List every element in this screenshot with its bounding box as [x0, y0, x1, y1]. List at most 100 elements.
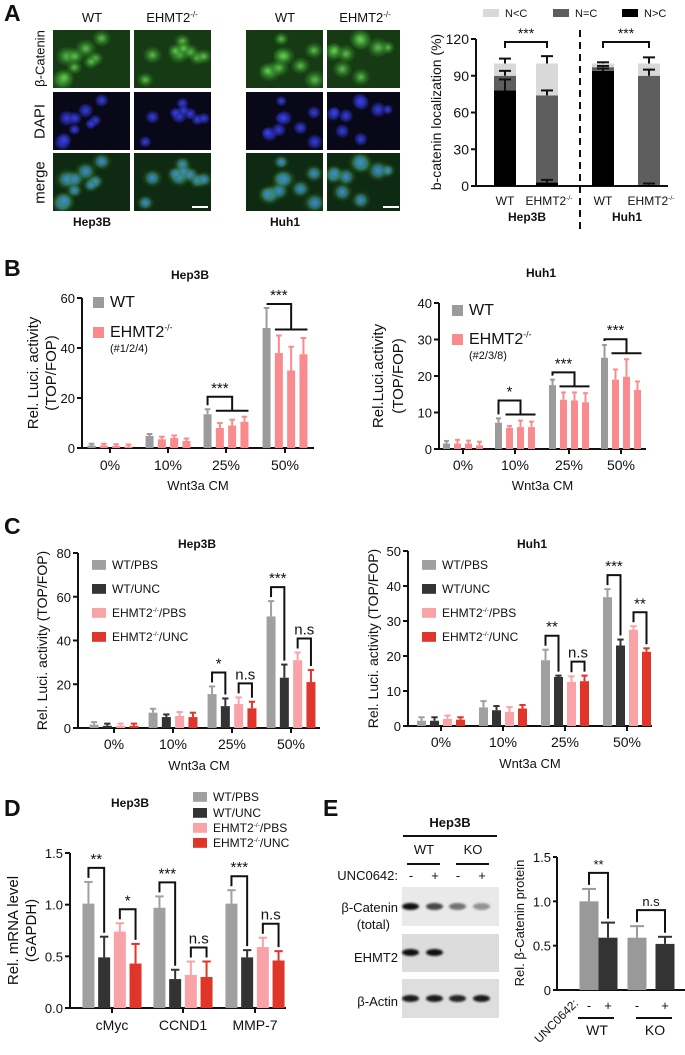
bar	[184, 974, 197, 1008]
x-tick-label: 25%	[555, 457, 583, 473]
stacked-bar-segment	[638, 75, 660, 185]
micrograph-merge	[327, 153, 400, 211]
bar	[82, 903, 95, 1008]
legend-swatch	[422, 560, 436, 570]
y-tick-label: 0	[461, 178, 469, 194]
bar	[517, 427, 524, 449]
legend-swatch	[193, 838, 207, 848]
y-tick-label: 20	[387, 649, 401, 664]
x-tick-label: 50%	[277, 736, 305, 752]
blot-group-wt: WT	[413, 842, 435, 857]
y-tick-label: 60	[57, 590, 71, 605]
significance-label: ***	[270, 287, 288, 304]
chart-c-huh1: 0 10 20 30 40 50 0% 10% 25% 50% Huh1 Wnt3a CM Rel. L…	[365, 537, 652, 771]
y-tick-label: 30	[453, 141, 469, 157]
bar	[642, 651, 651, 726]
column-label: WT	[81, 10, 103, 25]
y-tick-label: 20	[418, 369, 432, 384]
legend-swatch	[93, 327, 104, 338]
label-text: EHMT2	[112, 606, 153, 620]
significance-bracket	[606, 574, 622, 636]
significance-bracket	[118, 908, 137, 940]
legend-label: EHMT2-/-	[110, 323, 173, 341]
x-tick-label: WT	[496, 194, 515, 208]
label-text: WT	[442, 582, 461, 596]
y-tick-label: 1.5	[45, 846, 63, 861]
legend-swatch	[622, 9, 638, 17]
bar	[560, 399, 567, 449]
column-header: EHMT2-/-	[132, 10, 212, 25]
significance-label: ***	[269, 570, 287, 587]
significance-label: ***	[555, 355, 573, 372]
x-tick-label: 0%	[104, 736, 124, 752]
label-text: WT	[442, 558, 461, 572]
treatment-label: UNC0642:	[532, 996, 582, 1046]
significance-bracket	[87, 866, 106, 933]
bar	[169, 979, 182, 1008]
bar	[541, 660, 550, 726]
legend-label: WT/PBS	[213, 790, 259, 804]
legend-label: WT	[469, 302, 494, 319]
significance-label: ***	[607, 322, 625, 339]
significance-label: *	[125, 892, 131, 909]
y-tick-label: 40	[387, 579, 401, 594]
legend-label: N=C	[575, 8, 597, 20]
significance-label: n.s	[235, 666, 255, 683]
legend-label: N>C	[644, 8, 666, 20]
bar	[220, 706, 230, 728]
bar	[225, 903, 238, 1008]
micrograph-beta-catenin	[246, 30, 323, 88]
chart-title: Huh1	[517, 537, 547, 551]
bar	[603, 597, 612, 726]
legend-swatch	[93, 297, 104, 308]
legend-label: WT/UNC	[442, 582, 490, 596]
bar	[148, 712, 158, 728]
label-sup: -/-	[483, 607, 489, 614]
bar	[161, 717, 171, 728]
legend-label: WT/PBS	[112, 558, 158, 572]
y-tick-label: 0	[544, 983, 551, 998]
significance-bracket	[261, 922, 280, 948]
stacked-bar-segment	[536, 63, 558, 96]
treatment-sign: -	[587, 998, 591, 1013]
micrograph-beta-catenin	[134, 30, 211, 88]
column-label-sup: -/-	[383, 10, 391, 19]
y-axis-title: Rel. Luci. activity (TOP/FOP)	[365, 549, 381, 728]
bar	[612, 379, 619, 449]
label-text: WT	[112, 558, 131, 572]
blot-band	[449, 902, 466, 910]
label-text: EHMT2	[110, 324, 164, 341]
significance-label: **	[90, 851, 102, 868]
blot-band	[402, 994, 419, 1002]
legend-swatch	[92, 632, 106, 642]
label-suffix: /UNC	[489, 630, 519, 644]
significance-bracket	[266, 303, 308, 331]
label-text: WT	[469, 302, 494, 319]
x-tick-label: 0%	[100, 457, 120, 473]
label-sup: -/-	[668, 195, 674, 202]
stacked-bar-segment	[494, 90, 516, 186]
x-tick-label: 10%	[501, 457, 529, 473]
blot-treatment: +	[431, 868, 439, 883]
legend-swatch	[92, 560, 106, 570]
legend-swatch	[92, 608, 106, 618]
legend-label: EHMT2-/-/UNC	[213, 836, 290, 850]
treatment-sign: +	[604, 998, 612, 1013]
x-tick-label: 50%	[607, 457, 635, 473]
bar	[157, 439, 166, 448]
significance-label: n.s	[189, 931, 209, 948]
bar	[430, 720, 439, 726]
blot-treatment: -	[455, 868, 461, 883]
legend-swatch	[422, 608, 436, 618]
y-axis-title: Rel. Luci. activity (TOP/FOP)	[34, 551, 50, 730]
y-axis-title: b-catenin localization (%)	[428, 34, 444, 190]
blot-group-line	[456, 863, 489, 865]
legend-label: EHMT2-/-/UNC	[112, 630, 189, 644]
significance-bracket	[544, 634, 560, 672]
significance-bracket	[588, 871, 609, 919]
y-tick-label: 40	[418, 296, 432, 311]
blot-strip-beta-actin	[402, 979, 499, 1018]
micrograph-beta-catenin	[327, 30, 400, 88]
significance-label: **	[593, 857, 603, 872]
